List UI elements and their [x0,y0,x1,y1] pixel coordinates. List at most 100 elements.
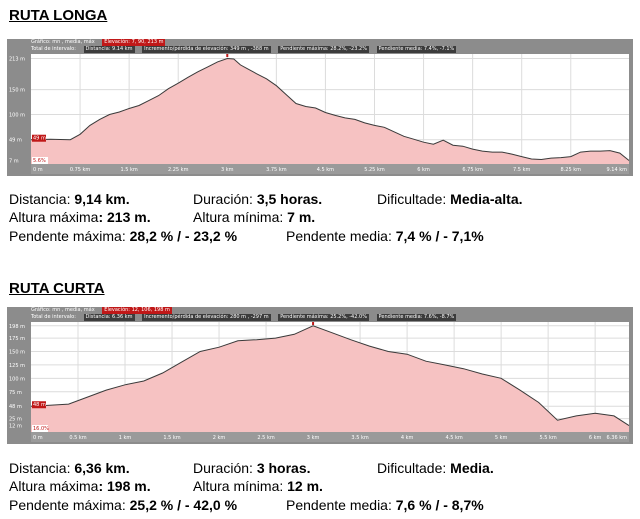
start-elevation-label: 48 m [33,402,46,408]
stat-distance-value: 9,14 km. [74,191,130,207]
stats-row-1: Distancia: 6,36 km. Duración: 3 horas. D… [9,459,639,478]
stat-distance: Distancia: 9,14 km. [9,190,130,209]
header-distance: Distancia: 9.14 km [83,46,135,53]
x-tick-label: 0 m [33,435,43,441]
header-elevation: Elevación: 12, 106, 198 m [102,307,172,314]
stats-row-2: Altura máxima: 198 m. Altura mínima: 12 … [9,477,639,496]
elevation-line [30,325,630,427]
stat-avg-slope-value: 7,4 % / - 7,1% [395,228,484,244]
x-tick-label: 6 km [589,435,602,441]
stat-distance: Distancia: 6,36 km. [9,459,130,478]
x-tick-label: 7.5 km [513,167,530,173]
stat-max-slope-value: 28,2 % / - 23,2 % [129,228,238,244]
stat-min-alt: Altura mínima: 7 m. [193,208,315,227]
x-tick-label: 4.5 km [445,435,462,441]
peak-marker [312,322,315,325]
y-tick-label: 75 m [9,390,22,396]
stat-min-alt-label: Altura mínima: [193,209,284,225]
stat-distance-label: Distancia: [9,191,71,207]
header-total: Total de intervalo: [31,314,76,320]
header-max-slope: Pendiente máxima: 28.2%, -23.2% [278,46,369,53]
y-tick-label: 150 m [9,350,25,356]
y-tick-label: 7 m [9,159,19,165]
stat-difficulty-label: Dificultade: [377,191,447,207]
header-max-slope: Pendiente máxima: 25.2%, -42.0% [278,314,369,321]
header-row-1: Gráfico: mn , media, máx Elevación: 12, … [31,307,178,314]
start-elevation-badge [32,134,46,142]
stat-max-slope-value: 25,2 % / - 42,0 % [129,497,238,513]
x-tick-label: 1 km [119,435,132,441]
x-tick-label: 3.75 km [266,167,287,173]
x-tick-label: 1.5 km [120,167,137,173]
x-axis-strip [31,164,629,174]
y-tick-label: 48 m [9,404,22,410]
route-title: RUTA CURTA [9,280,105,297]
header-avg-slope: Pendiente media: 7.4%, -7.1% [376,46,457,53]
start-slope-label: 16.0% [33,426,49,432]
stat-max-slope: Pendente máxima: 28,2 % / - 23,2 % [9,227,237,246]
y-tick-label: 213 m [9,56,25,62]
stat-difficulty-value: Media-alta. [450,191,523,207]
elevation-profile-chart: Gráfico: mn , media, máx Elevación: 12, … [7,307,633,444]
stat-avg-slope-label: Pendente media: [286,228,392,244]
stat-avg-slope: Pendente media: 7,4 % / - 7,1% [286,227,484,246]
x-tick-label: 3 km [307,435,320,441]
start-elevation-label: 49 m [33,136,46,142]
chart-header: Gráfico: mn , media, máx Elevación: 12, … [7,307,633,321]
y-tick-label: 175 m [9,336,25,342]
header-graph: Gráfico: mn , media, máx [31,307,95,313]
stat-duration: Duración: 3 horas. [193,459,311,478]
elevation-line [30,57,630,161]
stat-min-alt: Altura mínima: 12 m. [193,477,323,496]
x-tick-label: 6.75 km [462,167,483,173]
stat-difficulty-label: Dificultade: [377,460,447,476]
x-tick-label: 3 km [221,167,234,173]
x-tick-label: 1.5 km [163,435,180,441]
header-row-1: Gráfico: mn , media, máx Elevación: 7, 9… [31,39,171,46]
stat-avg-slope: Pendente media: 7,6 % / - 8,7% [286,496,484,515]
stat-max-slope-label: Pendente máxima: [9,228,126,244]
x-tick-label: 6.36 km [607,435,628,441]
stat-max-slope-label: Pendente máxima: [9,497,126,513]
stat-max-alt-label: Altura máxima [9,209,99,225]
x-axis-strip [31,432,629,442]
y-tick-label: 100 m [9,112,25,118]
x-tick-label: 5.25 km [364,167,385,173]
header-total: Total de intervalo: [31,46,76,52]
x-tick-label: 2.25 km [168,167,189,173]
stat-max-alt: Altura máxima: 213 m. [9,208,151,227]
chart-plot: 7 m 49 m 100 m 150 m 213 m 0 m 0.75 km 1.5 km 2.… [9,54,630,174]
stat-max-slope: Pendente máxima: 25,2 % / - 42,0 % [9,496,237,515]
stat-duration-label: Duración: [193,460,253,476]
chart-header: Gráfico: mn , media, máx Elevación: 7, 9… [7,39,633,53]
x-tick-label: 8.25 km [561,167,582,173]
stat-max-alt-value: : 198 m. [98,478,151,494]
y-tick-label: 150 m [9,88,25,94]
stat-min-alt-value: 12 m. [287,478,323,494]
x-tick-label: 0.75 km [70,167,91,173]
x-tick-label: 9.14 km [607,167,628,173]
header-graph: Gráfico: mn , media, máx [31,39,95,45]
stat-difficulty-value: Media. [450,460,494,476]
y-tick-label: 25 m [9,417,22,423]
header-avg-slope: Pendiente media: 7.6%, -8.7% [376,314,457,321]
stat-max-alt-value: : 213 m. [98,209,151,225]
start-slope-badge [32,425,48,432]
route-title: RUTA LONGA [9,7,108,24]
stat-duration: Duración: 3,5 horas. [193,190,322,209]
stat-avg-slope-value: 7,6 % / - 8,7% [395,497,484,513]
stat-avg-slope-label: Pendente media: [286,497,392,513]
stat-difficulty: Dificultade: Media. [377,459,494,478]
stat-duration-value: 3 horas. [256,460,311,476]
header-elevation-gain: Incremento/pérdida de elevación: 280 m ,… [142,314,271,321]
x-tick-label: 0 m [33,167,43,173]
stat-min-alt-label: Altura mínima: [193,478,284,494]
stat-distance-value: 6,36 km. [74,460,130,476]
x-tick-label: 2 km [213,435,226,441]
peak-marker [226,54,229,57]
elevation-area [31,325,629,432]
stat-duration-value: 3,5 horas. [256,191,323,207]
header-row-2: Total de intervalo: Distancia: 9.14 km I… [31,46,462,53]
x-tick-label: 2.5 km [257,435,274,441]
stat-max-alt: Altura máxima: 198 m. [9,477,151,496]
